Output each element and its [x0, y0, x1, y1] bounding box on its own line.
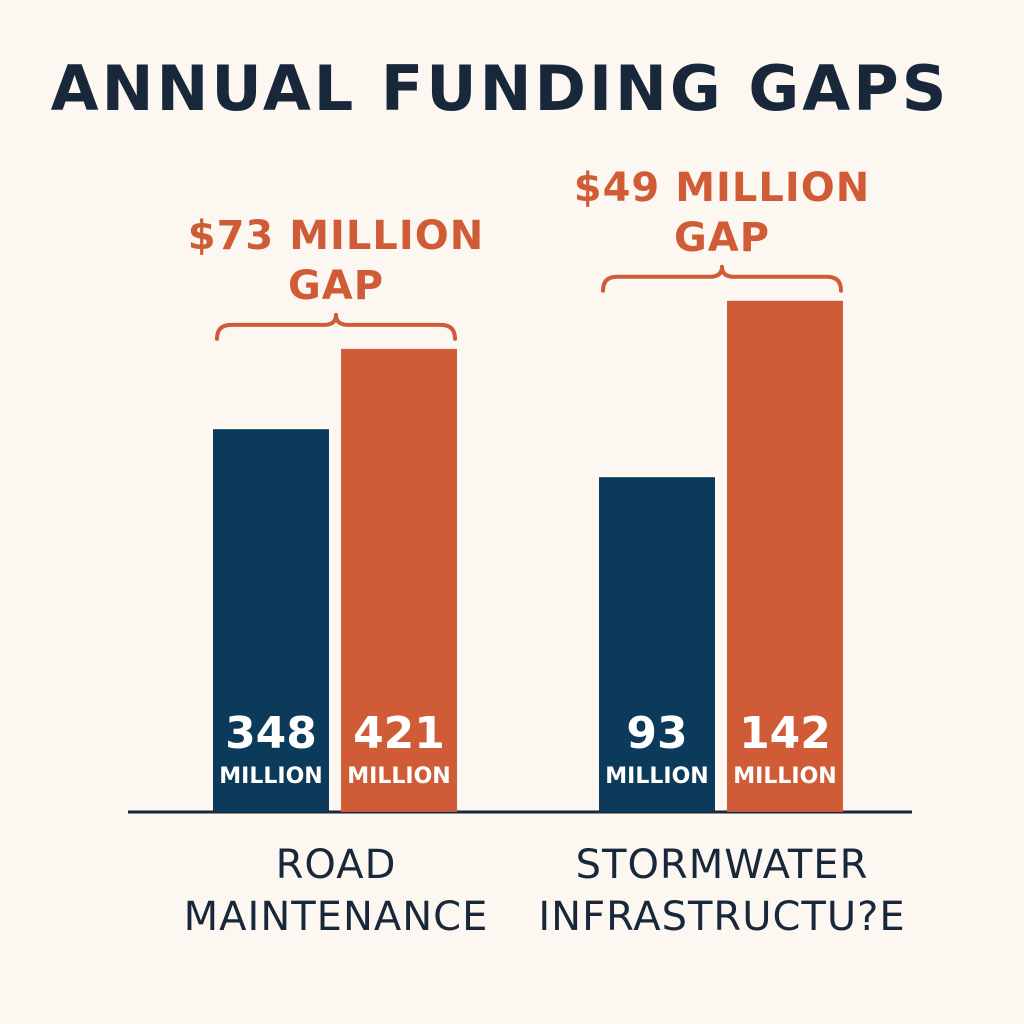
bar-current — [599, 477, 715, 812]
chart-title: ANNUAL FUNDING GAPS — [50, 52, 950, 125]
bar-needed — [341, 348, 457, 812]
bar-current — [213, 429, 329, 812]
category-label: INFRASTRUCTU?E — [538, 894, 905, 940]
gap-bracket — [601, 264, 843, 293]
category-label: STORMWATER — [576, 842, 869, 888]
bar-needed — [727, 300, 843, 812]
bar-value-label: 421 — [353, 708, 445, 759]
gap-label: $73 MILLION — [188, 213, 484, 259]
bar-unit-label: MILLION — [605, 764, 708, 789]
category-label: ROAD — [276, 842, 397, 888]
gap-label: GAP — [288, 263, 384, 309]
gap-label: GAP — [674, 215, 770, 261]
bar-unit-label: MILLION — [733, 764, 836, 789]
bar-unit-label: MILLION — [219, 764, 322, 789]
bar-value-label: 93 — [626, 708, 687, 759]
bar-value-label: 142 — [739, 708, 831, 759]
gap-label: $49 MILLION — [574, 165, 870, 211]
bar-unit-label: MILLION — [347, 764, 450, 789]
gap-bracket — [215, 312, 457, 341]
bar-value-label: 348 — [225, 708, 317, 759]
category-label: MAINTENANCE — [184, 894, 489, 940]
